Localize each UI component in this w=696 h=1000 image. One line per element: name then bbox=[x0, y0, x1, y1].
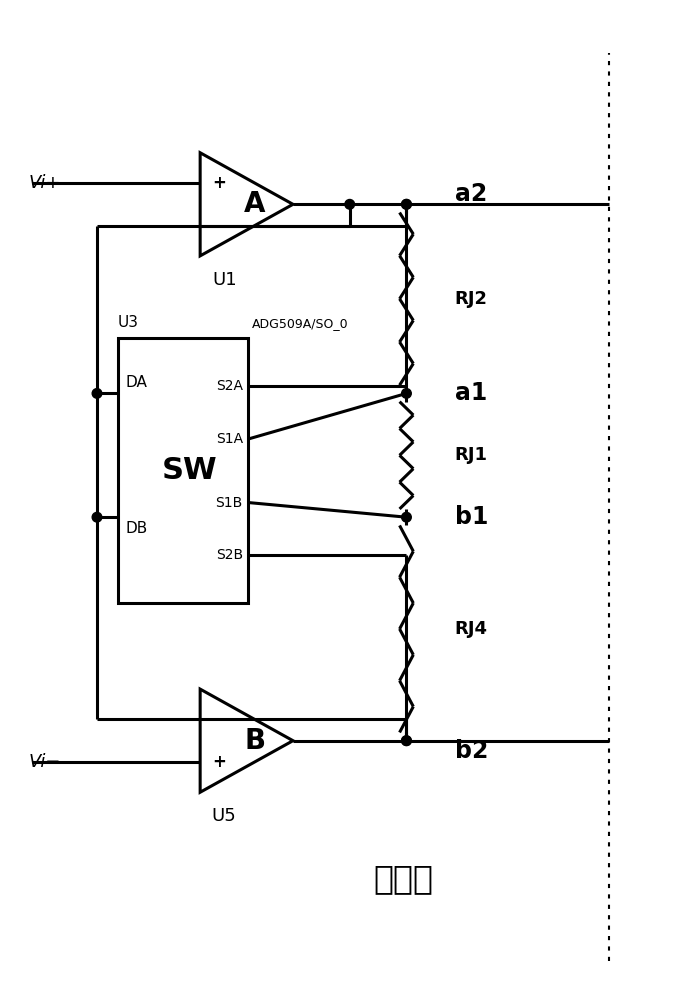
Text: Vi−: Vi− bbox=[29, 753, 61, 771]
Text: +: + bbox=[212, 753, 226, 771]
Circle shape bbox=[402, 736, 411, 745]
Text: +: + bbox=[212, 174, 226, 192]
Text: U3: U3 bbox=[118, 315, 139, 330]
Text: b1: b1 bbox=[454, 505, 488, 529]
Text: ADG509A/SO_0: ADG509A/SO_0 bbox=[252, 317, 349, 330]
Text: RJ2: RJ2 bbox=[454, 290, 488, 308]
Text: −: − bbox=[212, 217, 226, 235]
Circle shape bbox=[402, 389, 411, 398]
Text: RJ1: RJ1 bbox=[454, 446, 488, 464]
Text: −: − bbox=[212, 710, 226, 728]
Text: Vi+: Vi+ bbox=[29, 174, 61, 192]
Text: S1A: S1A bbox=[216, 432, 243, 446]
Circle shape bbox=[92, 389, 102, 398]
Circle shape bbox=[402, 512, 411, 522]
Text: S1B: S1B bbox=[216, 496, 243, 510]
Text: S2A: S2A bbox=[216, 379, 243, 393]
Text: S2B: S2B bbox=[216, 548, 243, 562]
Circle shape bbox=[92, 512, 102, 522]
Text: a2: a2 bbox=[454, 182, 487, 206]
Text: b2: b2 bbox=[454, 739, 488, 763]
Text: 第一级: 第一级 bbox=[373, 862, 433, 895]
Text: a1: a1 bbox=[454, 381, 487, 405]
Text: A: A bbox=[244, 190, 266, 218]
Text: B: B bbox=[244, 727, 265, 755]
Circle shape bbox=[402, 199, 411, 209]
Text: U5: U5 bbox=[212, 807, 237, 825]
Text: RJ4: RJ4 bbox=[454, 620, 488, 638]
Text: SW: SW bbox=[162, 456, 218, 485]
Circle shape bbox=[402, 199, 411, 209]
Text: DA: DA bbox=[126, 375, 148, 390]
Bar bbox=[118, 338, 248, 603]
Text: U1: U1 bbox=[212, 271, 237, 289]
Text: DB: DB bbox=[126, 521, 148, 536]
Circle shape bbox=[402, 736, 411, 745]
Circle shape bbox=[345, 199, 354, 209]
